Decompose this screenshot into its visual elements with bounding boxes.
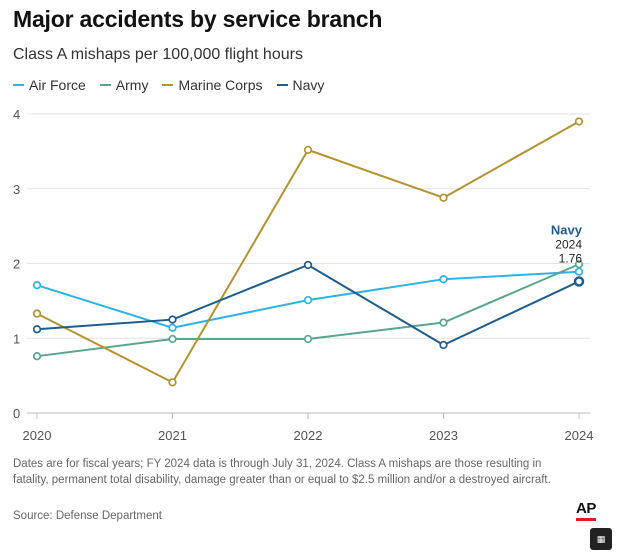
y-tick-label-0: 0 (13, 406, 20, 421)
ap-logo-bar (576, 518, 596, 521)
ap-logo: AP (576, 500, 596, 521)
chart-subtitle: Class A mishaps per 100,000 flight hours (13, 46, 303, 63)
legend-item-air-force: Air Force (13, 77, 86, 93)
x-tick-label-2022: 2022 (294, 428, 323, 443)
legend-swatch-navy (276, 84, 288, 86)
point-marine-corps-2023 (439, 193, 448, 202)
x-tick-label-2020: 2020 (23, 428, 52, 443)
point-air-force-2020 (32, 281, 42, 290)
point-marine-corps-2024 (574, 117, 584, 126)
annotation-year: 2024 (555, 237, 582, 251)
point-navy-2021 (168, 315, 177, 324)
x-tick-label-2023: 2023 (429, 428, 458, 443)
point-air-force-2024 (574, 267, 584, 276)
point-marine-corps-2020 (32, 309, 42, 318)
source-note: Source: Defense Department (13, 510, 162, 522)
series-line-marine-corps (36, 120, 580, 384)
point-marine-corps-2022 (303, 145, 313, 155)
point-air-force-2023 (439, 275, 448, 284)
legend-label-air-force: Air Force (29, 77, 86, 93)
legend-label-army: Army (115, 77, 149, 93)
legend-label-navy: Navy (292, 77, 325, 93)
point-navy-2022 (303, 260, 313, 270)
annotation-value: 1.76 (559, 251, 583, 265)
point-air-force-2022 (303, 295, 313, 305)
x-tick-label-2021: 2021 (158, 428, 187, 443)
legend-item-army: Army (99, 77, 149, 93)
point-army-2021 (168, 334, 177, 344)
point-air-force-2021 (168, 323, 177, 332)
y-tick-label-1: 1 (13, 331, 20, 346)
legend-label-marine-corps: Marine Corps (178, 77, 263, 93)
y-tick-label-3: 3 (13, 182, 20, 197)
chart-title: Major accidents by service branch (13, 6, 383, 32)
x-tick-label-2024: 2024 (565, 428, 594, 443)
footnote: Dates are for fiscal years; FY 2024 data… (13, 458, 551, 486)
point-navy-2024 (573, 276, 585, 287)
point-army-2023 (439, 318, 448, 327)
y-tick-label-2: 2 (13, 257, 20, 272)
legend-item-navy: Navy (276, 77, 325, 93)
y-tick-label-4: 4 (13, 107, 20, 122)
point-army-2020 (32, 352, 42, 361)
legend-swatch-air-force (13, 84, 24, 86)
legend-swatch-marine-corps (162, 84, 174, 86)
point-army-2024 (574, 260, 584, 269)
point-army-2022 (303, 334, 313, 344)
legend-swatch-army (99, 84, 111, 86)
legend-item-marine-corps: Marine Corps (162, 77, 263, 93)
legend: Air Force Army Marine Corps Navy (13, 77, 324, 93)
ap-logo-text: AP (576, 500, 596, 517)
watermark-icon: ▦ (590, 528, 612, 550)
point-navy-2023 (439, 340, 448, 350)
point-navy-2020 (32, 325, 42, 334)
point-marine-corps-2021 (168, 378, 177, 387)
annotation-series-name: Navy (551, 222, 583, 237)
